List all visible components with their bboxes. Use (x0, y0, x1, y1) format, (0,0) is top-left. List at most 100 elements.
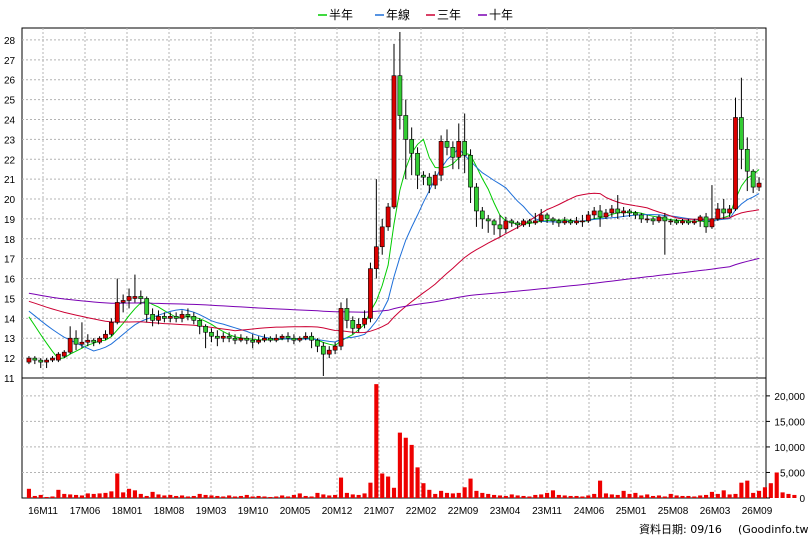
candle-body (650, 218, 656, 222)
candle-body (291, 337, 297, 341)
candle-body (373, 246, 379, 269)
volume-tick-label: 15,000 (774, 417, 805, 428)
candle-body (350, 320, 356, 329)
volume-bar (409, 444, 414, 498)
volume-bar (774, 472, 779, 498)
candle-body (26, 357, 32, 363)
candle-body (521, 220, 526, 226)
volume-bar (232, 496, 238, 498)
x-tick-label: 17M06 (70, 506, 101, 517)
candle-body (585, 214, 591, 222)
volume-bars (26, 384, 797, 498)
volume-bar (274, 496, 279, 498)
volume-bar (386, 476, 391, 498)
volume-bar (280, 495, 285, 498)
volume-bar (539, 494, 544, 498)
volume-bar (456, 492, 461, 498)
candle-body (368, 268, 373, 319)
volume-bar (662, 496, 667, 498)
candle-body (497, 224, 503, 230)
price-tick-label: 27 (4, 56, 16, 67)
volume-bar (550, 490, 556, 498)
candle-body (138, 296, 144, 299)
candle-body (568, 220, 574, 224)
candle-body (515, 222, 521, 226)
footer-source: (Goodinfo.tw) (738, 523, 808, 536)
volume-bar (179, 495, 185, 498)
candle-body (197, 320, 203, 327)
volume-bar (609, 494, 614, 498)
volume-bar (132, 490, 137, 498)
candle-body (326, 349, 332, 355)
volume-bar (786, 493, 791, 498)
legend: 半年 年線 三年 十年 (318, 7, 513, 22)
candle-body (527, 220, 532, 224)
candle-body (126, 296, 132, 301)
candle-body (432, 174, 438, 186)
volume-bar (545, 492, 550, 498)
volume-bar (26, 488, 32, 498)
candle-body (285, 335, 291, 339)
candle-body (120, 300, 126, 303)
x-tick-label: 20M05 (280, 506, 311, 517)
volume-bar (556, 494, 561, 498)
candle-body (597, 210, 603, 218)
volume-bar (680, 495, 685, 498)
candle-body (320, 345, 326, 355)
volume-bar (391, 487, 397, 498)
x-tick-label: 25M01 (616, 506, 647, 517)
candle-body (203, 325, 208, 333)
volume-bar (568, 495, 573, 498)
volume-bar (792, 494, 797, 498)
candle-body (132, 296, 138, 299)
volume-tick-label: 10,000 (774, 443, 805, 454)
volume-bar (303, 495, 308, 498)
candle-body (697, 216, 703, 222)
volume-bar (656, 495, 662, 498)
volume-bar (356, 494, 361, 498)
volume-bar (333, 494, 338, 498)
candle-body (532, 220, 538, 224)
volume-bar (380, 473, 385, 498)
volume-bar (150, 491, 155, 498)
candle-body (32, 357, 38, 361)
price-tick-label: 28 (4, 36, 16, 47)
candle-body (209, 331, 214, 337)
candle-body (315, 339, 320, 347)
candle-body (686, 220, 691, 224)
volume-bar (38, 494, 43, 498)
price-tick-label: 23 (4, 135, 16, 146)
x-tick-label: 24M06 (574, 506, 605, 517)
candle-body (756, 182, 762, 188)
volume-bar (592, 493, 597, 498)
volume-bar (633, 492, 638, 498)
legend-entry: 十年 (489, 8, 513, 22)
candle-body (250, 339, 256, 343)
price-tick-label: 15 (4, 294, 16, 305)
candle-body (391, 75, 397, 208)
candle-body (103, 333, 108, 339)
volume-tick-label: 0 (799, 494, 805, 505)
volume-bar (97, 493, 102, 498)
volume-bar (603, 493, 609, 498)
volume-bar (344, 492, 349, 498)
candle-body (256, 339, 261, 343)
volume-bar (109, 491, 114, 498)
x-tick-label: 22M02 (406, 506, 437, 517)
price-tick-label: 11 (4, 374, 15, 385)
price-tick-label: 21 (4, 175, 16, 186)
volume-bar (421, 483, 426, 498)
volume-bar (309, 496, 314, 498)
candle-body (644, 218, 650, 221)
candle-body (214, 335, 220, 339)
candle-body (61, 351, 67, 357)
volume-bar (727, 494, 732, 498)
volume-tick-label: 5,000 (780, 468, 805, 479)
volume-bar (704, 494, 709, 498)
candle-body (691, 220, 697, 224)
candle-body (591, 210, 597, 216)
x-tick-label: 21M07 (364, 506, 395, 517)
legend-entry: 年線 (386, 7, 410, 22)
volume-bar (692, 496, 697, 498)
candle-body (444, 141, 450, 148)
